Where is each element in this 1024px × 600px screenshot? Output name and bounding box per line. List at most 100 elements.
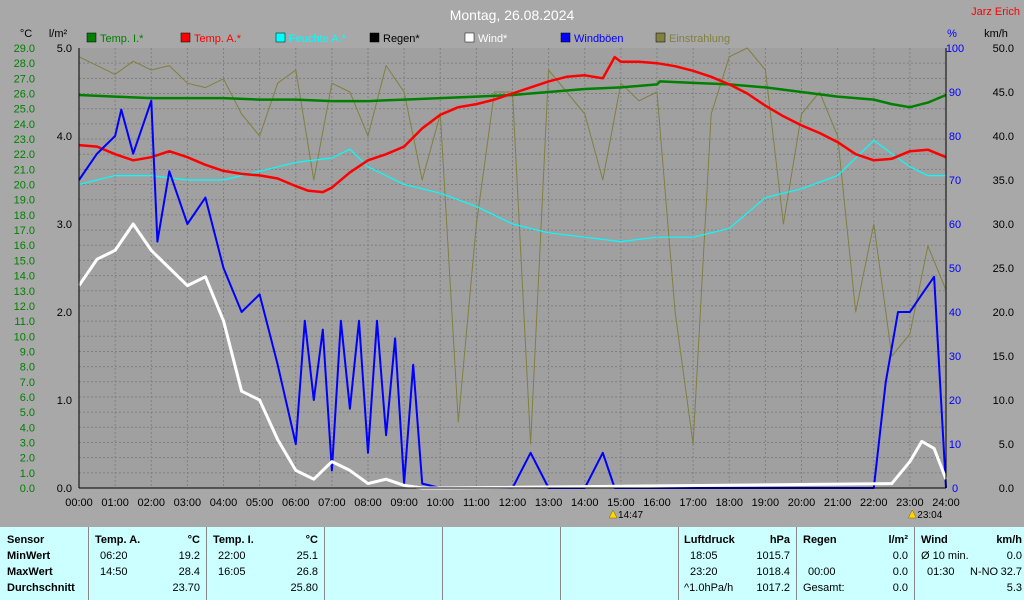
temp-a-unit: °C [187, 534, 200, 546]
rain-axis-ticks: 5.0 4.0 3.0 2.0 1.0 0.0 [57, 43, 72, 495]
time-tick-label: 13:00 [535, 497, 563, 509]
temp-axis-unit: °C [20, 28, 32, 40]
pressure-max-time: 23:20 [690, 566, 718, 578]
series-line [78, 55, 947, 194]
pressure-min-time: 18:05 [690, 550, 718, 562]
legend-swatch [560, 32, 571, 43]
temp-tick-label: 0.0 [20, 483, 35, 495]
legend-label: Feuchte A.* [289, 33, 347, 45]
wind-avg-label: Ø 10 min. [921, 550, 969, 562]
time-tick-label: 17:00 [679, 497, 707, 509]
wind-tick-label: 15.0 [993, 351, 1014, 363]
temp-tick-label: 15.0 [14, 255, 35, 267]
time-tick-label: 12:00 [499, 497, 527, 509]
temp-tick-label: 8.0 [20, 362, 35, 374]
time-tick-label: 11:00 [463, 497, 490, 509]
pressure-trend-label: ^1.0hPa/h [684, 582, 734, 594]
pct-tick-label: 30 [949, 351, 961, 363]
separator [678, 527, 679, 600]
temp-a-average: 23.70 [172, 582, 200, 594]
temp-a-title: Temp. A. [95, 534, 141, 546]
temp-tick-label: 21.0 [14, 164, 35, 176]
temp-tick-label: 10.0 [14, 331, 35, 343]
stats-panel: Sensor MinWert MaxWert Durchschnitt Temp… [0, 527, 1024, 600]
separator [442, 527, 443, 600]
pressure-trend-value: 1017.2 [756, 582, 790, 594]
pct-tick-label: 10 [949, 439, 961, 451]
temp-i-min-time: 22:00 [218, 550, 246, 562]
temp-a-min-time: 06:20 [100, 550, 128, 562]
temp-i-unit: °C [305, 534, 318, 546]
rain-tick-label: 3.0 [57, 219, 72, 231]
pct-tick-label: 0 [952, 483, 958, 495]
legend-label: Einstrahlung [669, 33, 730, 45]
time-tick-label: 09:00 [390, 497, 418, 509]
marker-label: 14:47 [618, 510, 643, 521]
separator [324, 527, 325, 600]
time-tick-label: 08:00 [354, 497, 382, 509]
rain-max-value: 0.0 [892, 566, 908, 578]
temp-tick-label: 25.0 [14, 104, 35, 116]
time-tick-label: 15:00 [607, 497, 635, 509]
legend: Temp. I.* Temp. A.* Feuchte A.* Regen* Wind*… [86, 32, 730, 45]
temp-tick-label: 9.0 [20, 346, 35, 358]
temp-tick-label: 5.0 [20, 407, 35, 419]
wind-tick-label: 30.0 [993, 219, 1014, 231]
row-label-avg: Durchschnitt [7, 582, 75, 594]
series-line [78, 139, 946, 243]
wind-tick-label: 45.0 [993, 87, 1014, 99]
legend-swatch [655, 32, 666, 43]
temp-tick-label: 29.0 [14, 43, 35, 55]
time-tick-label: 18:00 [715, 497, 743, 509]
time-tick-label: 00:00 [65, 497, 93, 509]
time-tick-label: 14:00 [571, 497, 599, 509]
legend-label: Temp. I.* [100, 33, 144, 45]
wind-title: Wind [921, 534, 948, 546]
temp-tick-label: 28.0 [14, 58, 35, 70]
legend-swatch [464, 32, 475, 43]
pct-tick-label: 20 [949, 395, 961, 407]
temp-tick-label: 26.0 [14, 89, 35, 101]
temp-tick-label: 19.0 [14, 195, 35, 207]
series-line [78, 47, 947, 445]
legend-label: Regen* [383, 33, 420, 45]
wind-tick-label: 0.0 [999, 483, 1014, 495]
legend-swatch [86, 32, 97, 43]
separator [796, 527, 797, 600]
temp-i-min-value: 25.1 [296, 550, 318, 562]
series-line [77, 222, 948, 490]
wind-average: 5.3 [1006, 582, 1022, 594]
wind-max-time: 01:30 [927, 566, 955, 578]
time-tick-label: 23:00 [896, 497, 924, 509]
rain-axis-unit: l/m² [49, 28, 68, 40]
time-tick-label: 03:00 [174, 497, 202, 509]
temp-a-max-time: 14:50 [100, 566, 128, 578]
wind-tick-label: 50.0 [993, 43, 1014, 55]
temp-tick-label: 3.0 [20, 437, 35, 449]
temp-tick-label: 11.0 [14, 316, 35, 328]
pct-tick-label: 100 [946, 43, 964, 55]
temp-axis-ticks: 29.0 28.0 27.0 26.0 25.0 24.0 23.0 22.0 21.0 20.0… [14, 43, 35, 495]
temp-i-max-value: 26.8 [296, 566, 318, 578]
temp-tick-label: 7.0 [20, 377, 35, 389]
sun-icon [907, 509, 917, 519]
temp-tick-label: 16.0 [14, 240, 35, 252]
rain-max-time: 00:00 [808, 566, 836, 578]
temp-tick-label: 24.0 [14, 119, 35, 131]
rain-total-label: Gesamt: [803, 582, 845, 594]
wind-tick-label: 20.0 [993, 307, 1014, 319]
wind-axis-ticks: 50.0 45.0 40.0 35.0 30.0 25.0 20.0 15.0 10.0 5.0 0… [993, 43, 1014, 495]
temp-tick-label: 17.0 [14, 225, 35, 237]
sensor-title: Sensor [7, 534, 45, 546]
wind-unit: km/h [996, 534, 1022, 546]
time-tick-label: 07:00 [318, 497, 346, 509]
temp-i-average: 25.80 [290, 582, 318, 594]
temp-tick-label: 4.0 [20, 422, 35, 434]
temp-a-min-value: 19.2 [178, 550, 200, 562]
wind-tick-label: 25.0 [993, 263, 1014, 275]
pct-tick-label: 40 [949, 307, 961, 319]
pct-tick-label: 70 [949, 175, 961, 187]
rain-tick-label: 5.0 [57, 43, 72, 55]
chart-title: Montag, 26.08.2024 [450, 7, 575, 23]
